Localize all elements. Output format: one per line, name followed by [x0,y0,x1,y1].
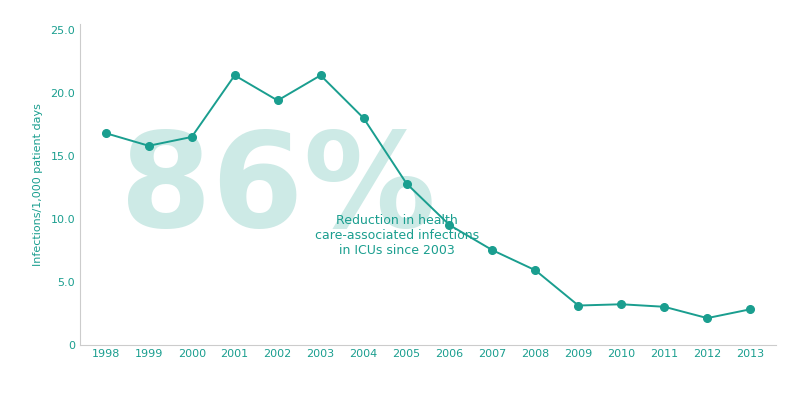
Y-axis label: Infections/1,000 patient days: Infections/1,000 patient days [34,103,43,266]
Text: 86%: 86% [121,127,436,254]
Text: Reduction in health
care-associated infections
in ICUs since 2003: Reduction in health care-associated infe… [314,214,478,257]
